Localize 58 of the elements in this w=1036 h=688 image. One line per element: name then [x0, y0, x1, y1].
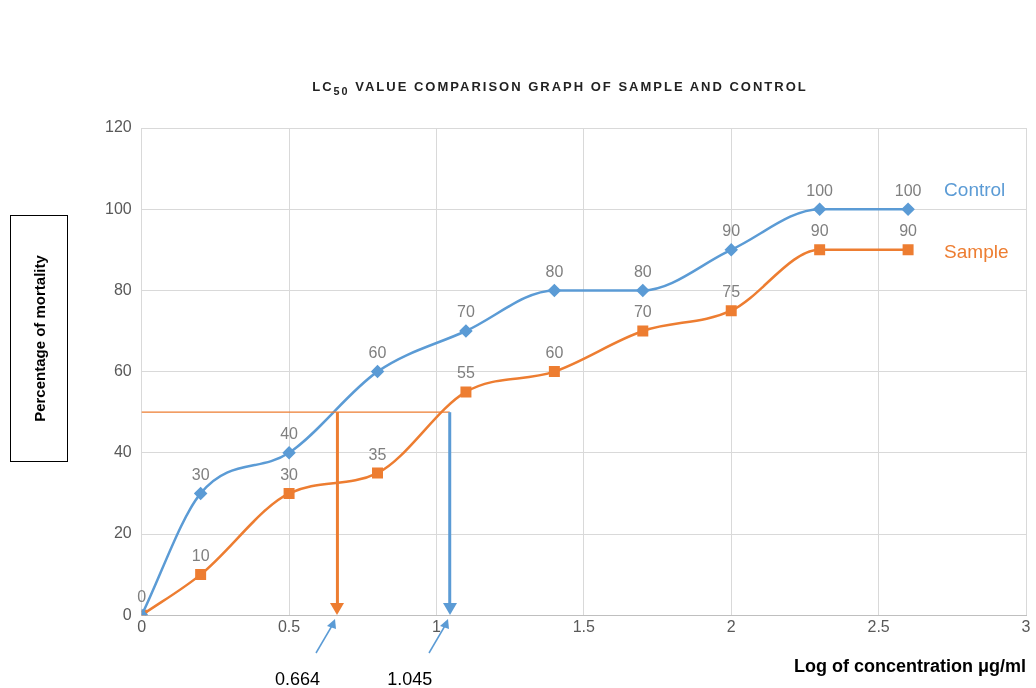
data-label: 90	[722, 222, 741, 240]
data-label: 100	[806, 181, 834, 199]
data-label: 75	[722, 283, 741, 301]
point	[724, 243, 738, 257]
y-tick-label: 0	[122, 605, 132, 623]
x-tick-label: 2.5	[867, 618, 890, 636]
y-tick-label: 60	[113, 362, 132, 380]
point	[372, 467, 383, 479]
point	[813, 202, 826, 216]
y-tick-label: 80	[113, 280, 132, 298]
point	[637, 325, 649, 337]
point	[283, 487, 295, 499]
data-label: 55	[457, 364, 475, 382]
data-label: 60	[545, 344, 564, 362]
data-label: 90	[899, 222, 918, 240]
x-tick-label: 2	[726, 618, 736, 636]
point	[814, 244, 826, 256]
chart-title: LC$_{50}$ VALUE COMPARISON GRAPH OF SAMPLE AND CONTROL	[311, 78, 809, 99]
point	[194, 487, 207, 500]
data-label: 0	[137, 587, 147, 605]
data-label: 30	[280, 465, 299, 483]
data-label: 60	[368, 344, 387, 362]
x-tick-label: 1.5	[572, 618, 596, 636]
x-axis-title: Log of concentration μg/ml	[793, 656, 1026, 677]
data-label: 90	[810, 222, 829, 240]
point	[548, 284, 561, 297]
point	[459, 324, 473, 338]
text: 1.045	[386, 669, 434, 688]
text: 0.664	[273, 669, 321, 688]
data-label: 80	[633, 262, 652, 280]
y-tick-label: 20	[113, 524, 132, 542]
point	[636, 284, 650, 297]
y-tick-label: 120	[104, 118, 132, 136]
y-tick-label: 100	[104, 199, 132, 217]
point	[901, 202, 915, 216]
series-label: Control	[944, 179, 1006, 201]
data-label: 100	[894, 181, 922, 199]
x-tick-label: 1	[432, 618, 442, 636]
point	[548, 366, 560, 378]
data-label: 70	[457, 303, 475, 321]
point	[725, 305, 737, 317]
point	[371, 365, 384, 378]
y-axis-title: Percentage of mortality	[30, 255, 48, 422]
data-label: 10	[191, 547, 210, 565]
data-label: 40	[280, 425, 299, 443]
y-tick-label: 40	[113, 443, 132, 461]
data-label: 80	[545, 262, 564, 280]
point	[902, 244, 914, 256]
data-label: 35	[368, 445, 387, 463]
data-label: 70	[633, 303, 652, 321]
point	[195, 569, 207, 581]
x-tick-label: 3	[1021, 618, 1031, 636]
point	[282, 446, 296, 460]
x-tick-label: 0.5	[277, 618, 301, 636]
point	[460, 386, 472, 398]
data-label: 30	[191, 465, 210, 483]
series-label: Sample	[944, 241, 1009, 263]
x-tick-label: 0	[137, 618, 147, 636]
